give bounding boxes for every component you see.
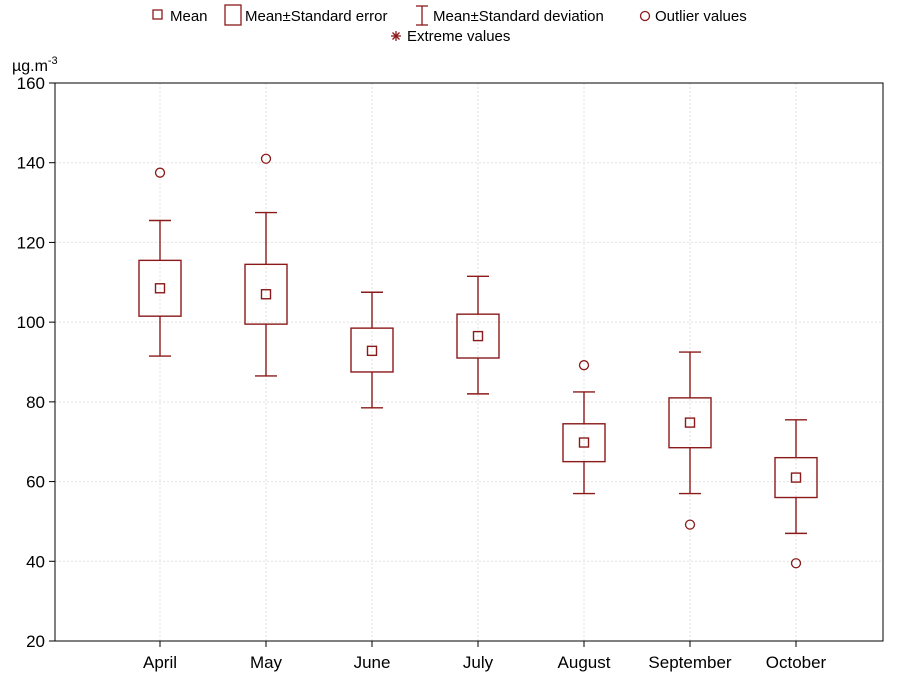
box-se	[138, 259, 182, 317]
x-tick-label: June	[354, 653, 391, 672]
legend: Mean Mean±Standard error Mean±Standard d…	[152, 4, 747, 45]
outlier-point	[260, 153, 272, 164]
box-august	[562, 391, 606, 495]
legend-se-marker	[224, 4, 242, 26]
mean-marker	[260, 289, 272, 300]
legend-sd-marker	[416, 5, 428, 26]
boxes	[138, 153, 818, 569]
box-se	[774, 456, 818, 499]
y-tick-label: 140	[17, 154, 45, 173]
plot-area-border	[54, 82, 884, 642]
y-tick-label: 100	[17, 313, 45, 332]
x-tick-label: July	[463, 653, 494, 672]
y-unit-base: µg.m	[12, 58, 48, 75]
legend-outlier-label: Outlier values	[655, 8, 747, 25]
x-tick-label: May	[250, 653, 283, 672]
y-tick-label: 160	[17, 74, 45, 93]
x-axis: April May June July August September October	[143, 641, 827, 672]
outlier-point	[790, 558, 802, 569]
y-tick-label: 120	[17, 233, 45, 252]
x-tick-label: October	[766, 653, 827, 672]
box-september	[668, 351, 712, 495]
box-june	[350, 291, 394, 409]
legend-outlier-marker	[639, 10, 651, 22]
legend-extreme-label: Extreme values	[407, 28, 510, 45]
legend-se-label: Mean±Standard error	[245, 8, 387, 25]
box-july	[456, 275, 500, 395]
y-tick-label: 40	[26, 552, 45, 571]
y-axis: 20 40 60 80 100 120 140 160	[17, 74, 55, 651]
box-se	[668, 397, 712, 449]
mean-marker	[578, 437, 590, 448]
outlier-point	[578, 360, 590, 371]
box-may	[244, 211, 288, 377]
y-tick-label: 80	[26, 393, 45, 412]
box-april	[138, 219, 182, 357]
mean-marker	[154, 283, 166, 294]
mean-marker	[472, 330, 484, 342]
mean-marker	[684, 417, 696, 428]
y-unit-exponent: -3	[48, 55, 58, 67]
legend-sd-label: Mean±Standard deviation	[433, 8, 604, 25]
outlier-point	[684, 519, 696, 530]
legend-mean-marker	[152, 9, 163, 20]
outlier-point	[154, 167, 166, 178]
y-unit-label: µg.m-3	[12, 55, 58, 75]
mean-marker	[790, 472, 802, 483]
x-tick-label: April	[143, 653, 177, 672]
legend-extreme-marker	[391, 31, 401, 41]
x-tick-label: August	[558, 653, 611, 672]
box-se	[456, 313, 500, 359]
y-tick-label: 60	[26, 473, 45, 492]
plot-frame	[54, 82, 884, 642]
box-se	[562, 423, 606, 463]
grid	[55, 83, 883, 641]
y-tick-label: 20	[26, 632, 45, 651]
x-tick-label: September	[648, 653, 731, 672]
mean-marker	[366, 345, 378, 357]
legend-mean-label: Mean	[170, 8, 208, 25]
box-se	[350, 327, 394, 373]
box-october	[774, 419, 818, 535]
box-se	[244, 263, 288, 325]
